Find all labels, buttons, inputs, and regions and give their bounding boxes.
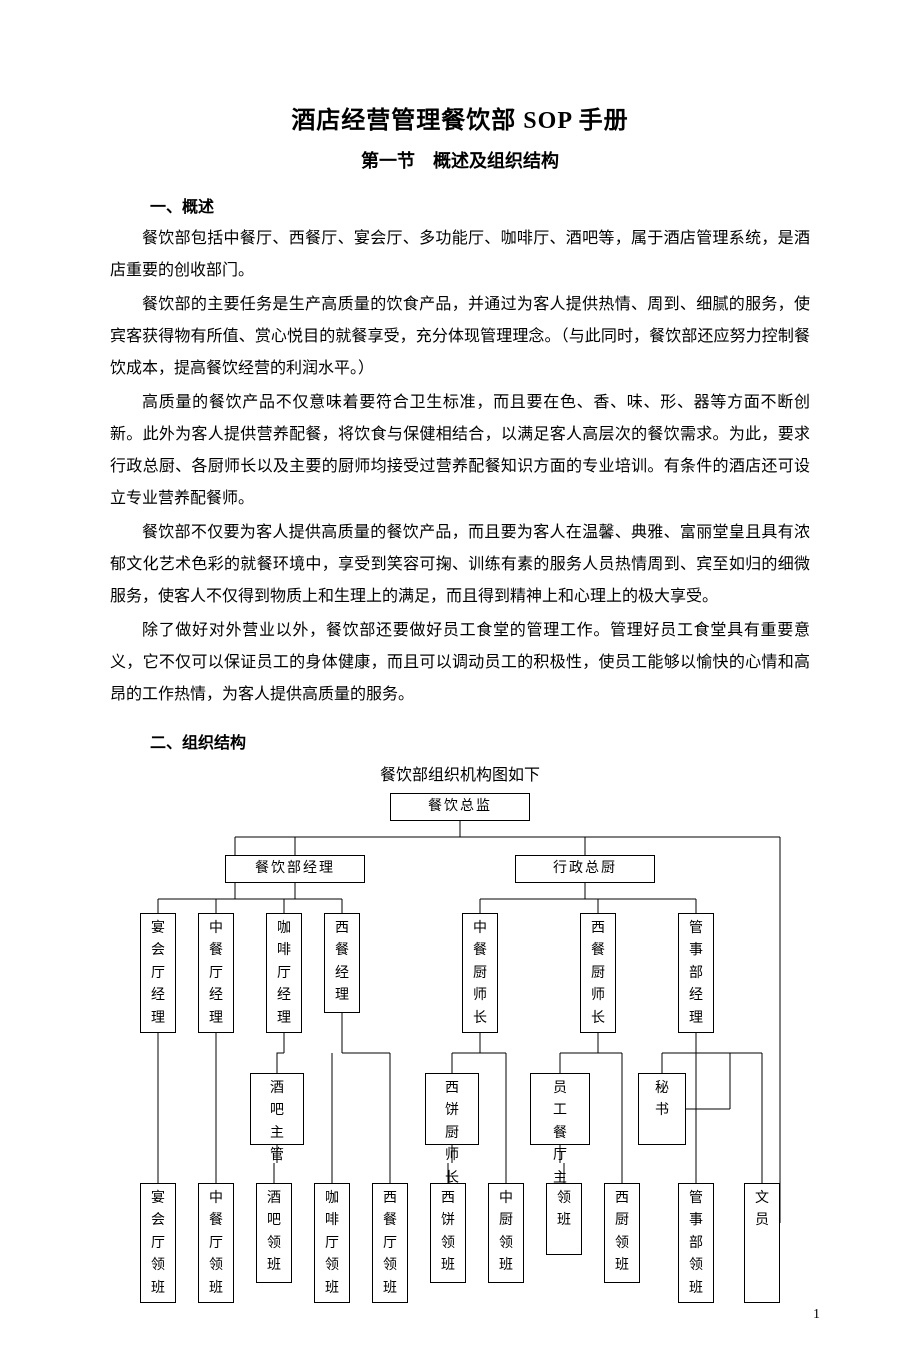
orgchart-node-n_chef: 行政总厨 [515,855,655,883]
orgchart-node-n_banq_mgr: 宴会厅经理 [140,913,176,1033]
orgchart-node-n_mgr: 餐饮部经理 [225,855,365,883]
orgchart-node-n_bar_lead: 酒吧领班 [256,1183,292,1283]
document-page: 酒店经营管理餐饮部 SOP 手册 第一节 概述及组织结构 一、概述 餐饮部包括中… [0,0,920,1363]
paragraph: 餐饮部的主要任务是生产高质量的饮食产品，并通过为客人提供热情、周到、细腻的服务，… [110,289,810,385]
paragraph: 餐饮部不仅要为客人提供高质量的餐饮产品，而且要为客人在温馨、典雅、富丽堂皇且具有… [110,517,810,613]
orgchart-node-n_stew_mgr: 管事部经理 [678,913,714,1033]
orgchart-node-n_pastry_ld: 西饼领班 [430,1183,466,1283]
orgchart-caption: 餐饮部组织机构图如下 [110,761,810,785]
page-number: 1 [813,1307,820,1323]
orgchart-node-n_cn_mgr: 中餐厅经理 [198,913,234,1033]
orgchart: 餐饮总监餐饮部经理 行政总厨宴会厅经理中餐厅经理咖啡厅经理西餐经理 中餐厨师长 西餐厨… [110,793,810,1313]
paragraph: 餐饮部包括中餐厅、西餐厅、宴会厅、多功能厅、咖啡厅、酒吧等，属于酒店管理系统，是… [110,223,810,287]
orgchart-node-n_cn_lead: 中餐厅领班 [198,1183,234,1303]
paragraph: 除了做好对外营业以外，餐饮部还要做好员工食堂的管理工作。管理好员工食堂具有重要意… [110,615,810,711]
orgchart-node-n_west_mgr: 西餐经理 [324,913,360,1013]
section-title: 第一节 概述及组织结构 [110,147,810,173]
orgchart-node-n_cafe_mgr: 咖啡厅经理 [266,913,302,1033]
orgchart-node-n_leadban: 领班 [546,1183,582,1255]
orgchart-node-n_staffcant: 员工餐厅主管 [530,1073,590,1145]
orgchart-node-n_cn_chef: 中餐厨师长 [462,913,498,1033]
paragraph: 高质量的餐饮产品不仅意味着要符合卫生标准，而且要在色、香、味、形、器等方面不断创… [110,387,810,515]
document-title: 酒店经营管理餐饮部 SOP 手册 [110,100,810,135]
orgchart-node-n_bar_sup: 酒吧主管 [250,1073,304,1145]
orgchart-node-n_west_chef: 西餐厨师长 [580,913,616,1033]
orgchart-node-n_banq_lead: 宴会厅领班 [140,1183,176,1303]
orgchart-node-n_stew_ld: 管事部领班 [678,1183,714,1303]
orgchart-node-n_cafe_lead: 咖啡厅领班 [314,1183,350,1303]
orgchart-node-n_west_lead: 西餐厅领班 [372,1183,408,1303]
heading-overview: 一、概述 [150,193,810,217]
orgchart-node-n_top: 餐饮总监 [390,793,530,821]
orgchart-node-n_secretary: 秘书 [638,1073,686,1145]
orgchart-node-n_cnchef_ld: 中厨领班 [488,1183,524,1283]
heading-structure: 二、组织结构 [150,729,810,753]
orgchart-node-n_clerk: 文员 [744,1183,780,1303]
orgchart-node-n_pastry: 西饼厨师长 [425,1073,479,1145]
orgchart-node-n_wchef_ld: 西厨领班 [604,1183,640,1283]
